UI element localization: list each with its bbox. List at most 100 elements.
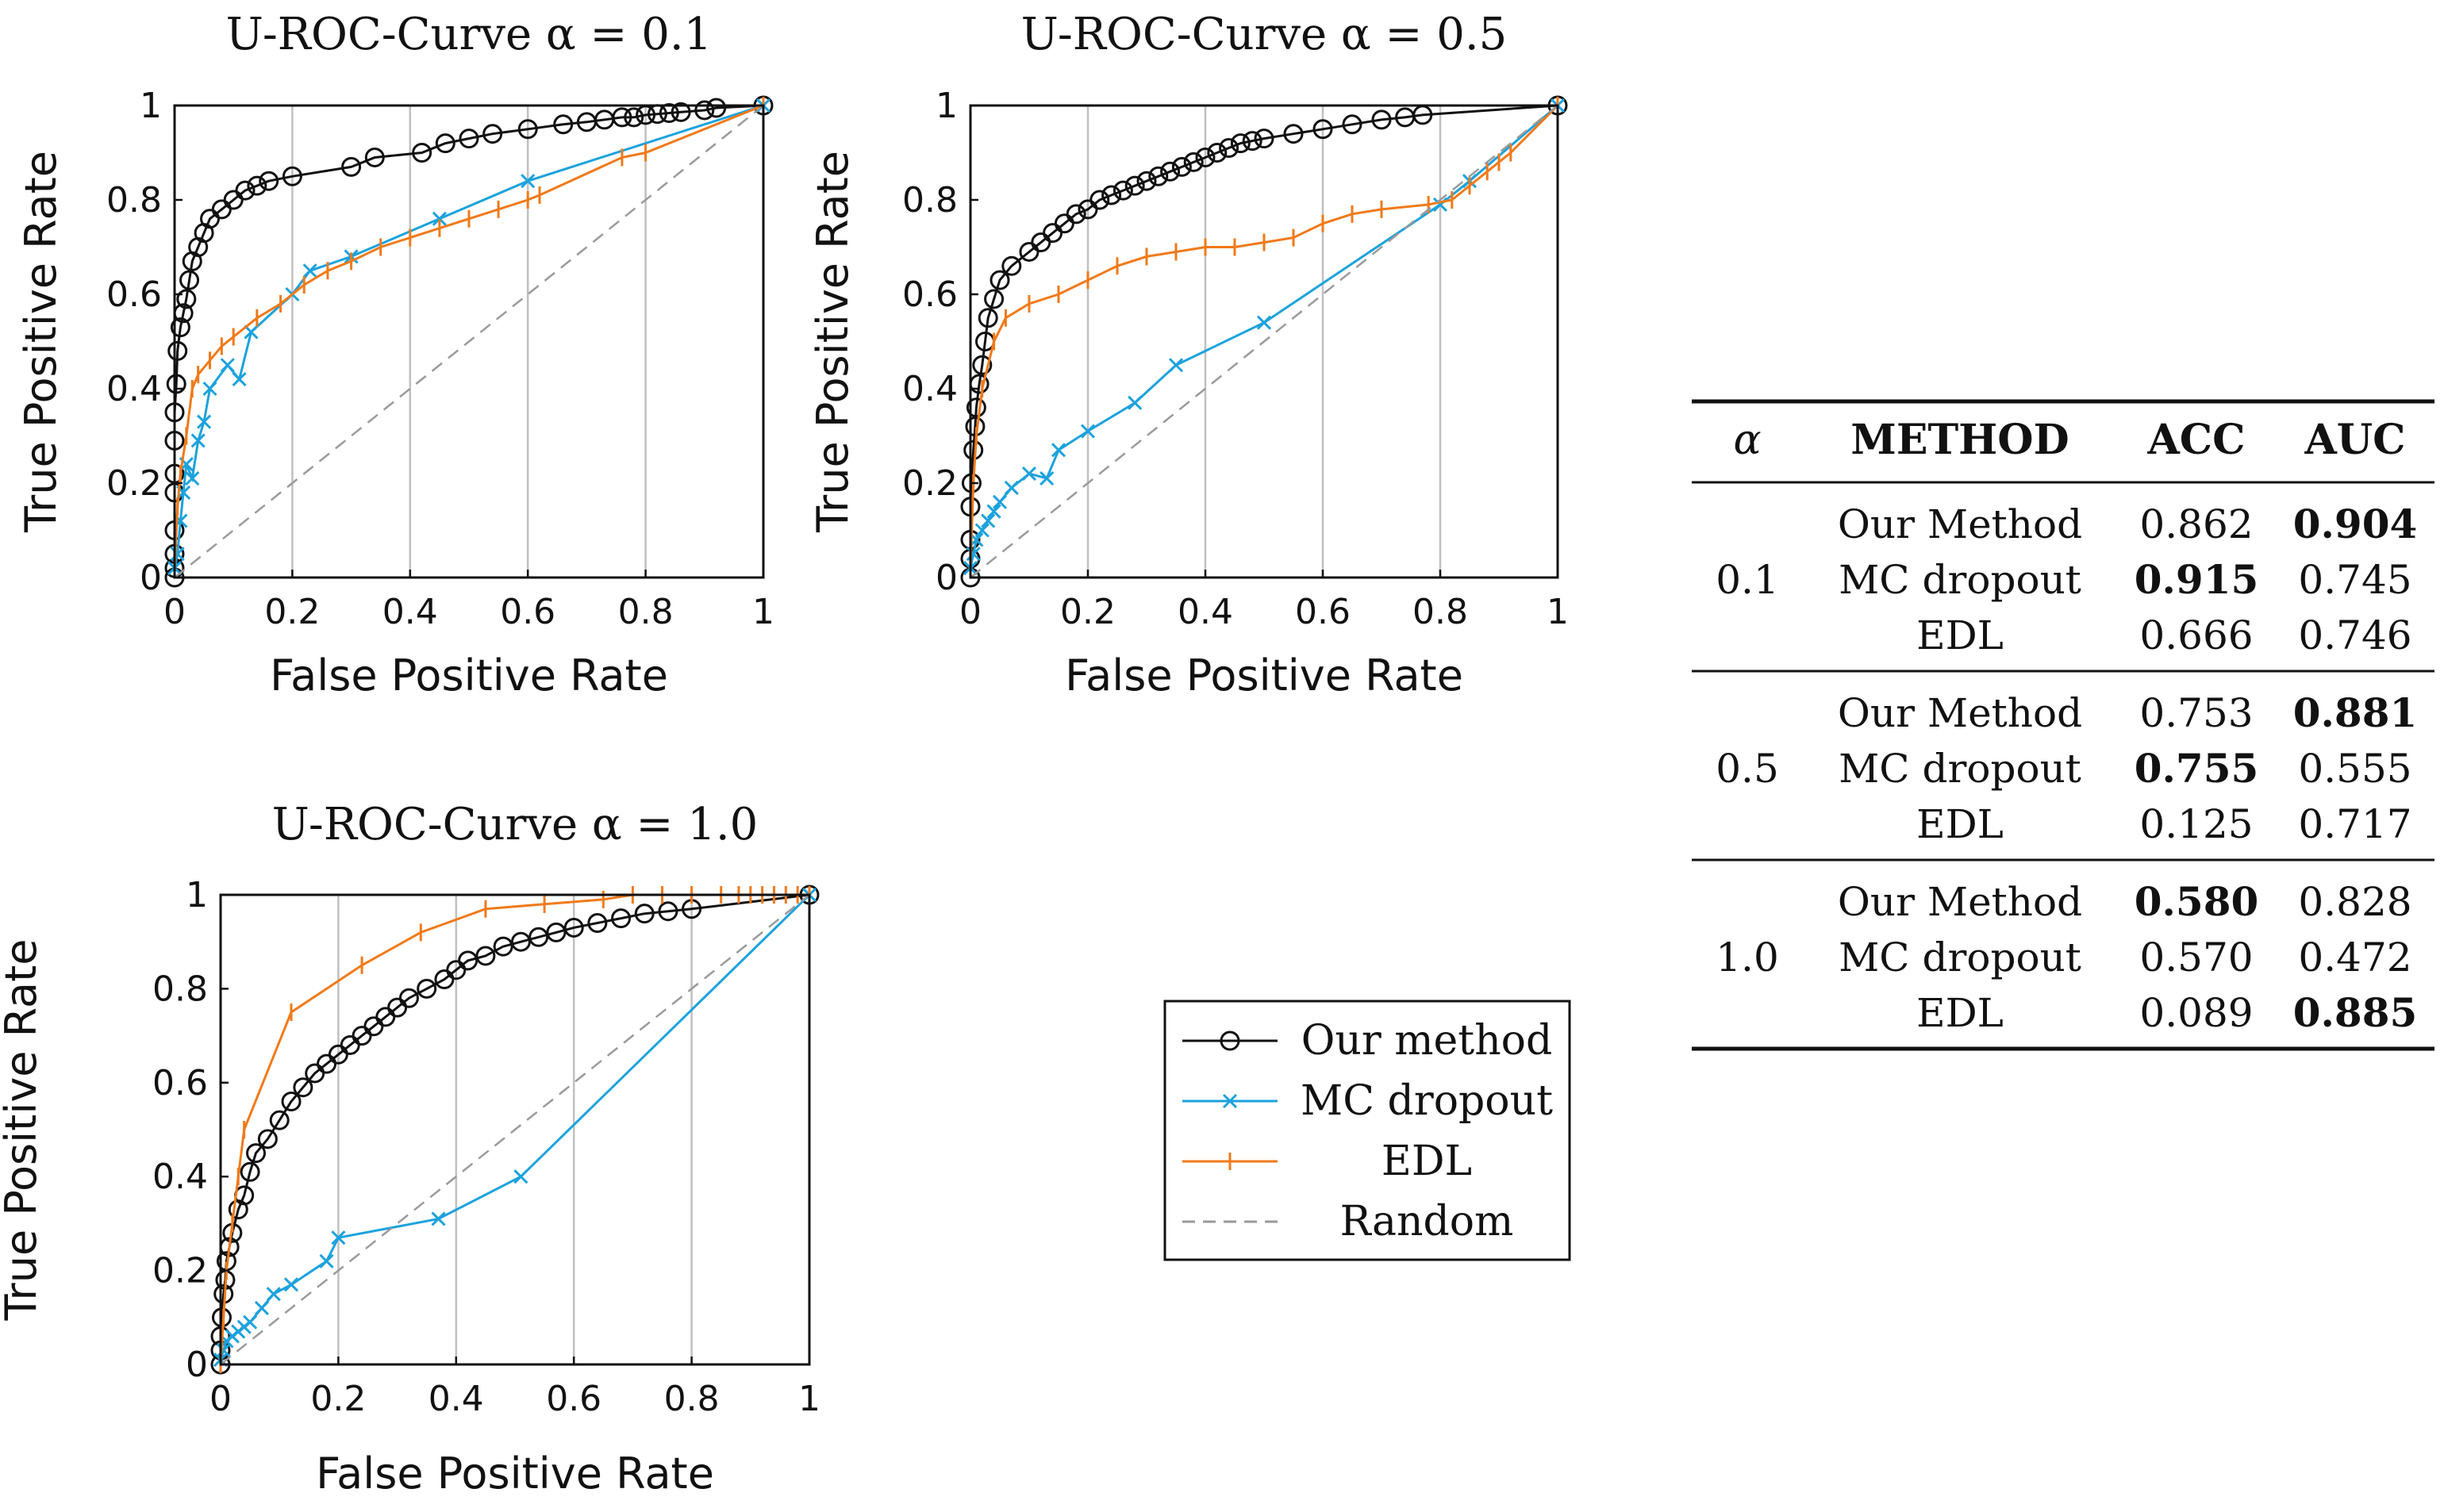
marker-our-method	[223, 190, 244, 210]
marker-mc-dropout	[513, 1169, 528, 1184]
x-tick-label: 0	[163, 592, 186, 632]
marker-our-method	[259, 171, 279, 191]
marker-our-method	[634, 904, 655, 924]
marker-mc-dropout	[992, 494, 1008, 509]
table-header-method: METHOD	[1850, 416, 2069, 464]
roc-chart-alpha-0.5: 0 0.2 0.4 0.6 0.8 1 0 0.2 0.4 0.6 0.8 1 U-ROC-Curve …	[808, 9, 1569, 700]
marker-our-method	[1195, 147, 1216, 167]
marker-our-method	[517, 119, 538, 140]
series-line-mc-dropout	[969, 104, 1558, 569]
marker-our-method	[510, 931, 531, 952]
marker-mc-dropout	[202, 381, 217, 397]
table-auc-cell: 0.717	[2298, 801, 2411, 847]
y-tick-label: 0.2	[152, 1251, 208, 1291]
marker-our-method	[1371, 109, 1392, 130]
marker-our-method	[364, 147, 385, 167]
x-tick-label: 0.8	[664, 1379, 720, 1419]
marker-our-method	[235, 180, 256, 201]
marker-mc-dropout	[302, 263, 317, 278]
legend-label-random: Random	[1340, 1198, 1514, 1245]
marker-our-method	[611, 908, 632, 929]
marker-our-method	[398, 988, 419, 1008]
series-line-mc-dropout	[173, 104, 764, 569]
table-auc-cell: 0.555	[2298, 746, 2411, 792]
y-tick-label: 0.2	[106, 463, 162, 504]
marker-our-method	[293, 1077, 313, 1098]
marker-mc-dropout	[220, 358, 235, 373]
marker-our-method	[963, 439, 984, 460]
table-auc-cell: 0.885	[2293, 989, 2418, 1036]
marker-our-method	[1254, 129, 1274, 149]
y-tick-label: 0.8	[152, 969, 208, 1009]
y-tick-label: 0.2	[902, 463, 958, 504]
table-method-cell: EDL	[1916, 801, 2004, 847]
table-method-cell: MC dropout	[1839, 934, 2081, 980]
y-axis-label: True Positive Rate	[16, 151, 66, 533]
marker-mc-dropout	[1051, 443, 1066, 458]
marker-our-method	[246, 1143, 267, 1164]
x-tick-label: 0.8	[618, 592, 674, 632]
x-tick-label: 0.2	[310, 1379, 366, 1419]
marker-mc-dropout	[1128, 395, 1143, 410]
y-tick-label: 1	[186, 875, 208, 915]
legend-label-mc_dropout: MC dropout	[1301, 1077, 1553, 1125]
marker-our-method	[563, 917, 584, 938]
marker-our-method	[240, 1161, 260, 1182]
marker-our-method	[458, 950, 478, 971]
marker-our-method	[1219, 138, 1239, 159]
marker-our-method	[482, 124, 503, 144]
y-tick-label: 0.4	[152, 1157, 208, 1197]
marker-mc-dropout	[197, 414, 212, 429]
table-method-cell: Our Method	[1838, 501, 2082, 547]
marker-our-method	[269, 1110, 290, 1130]
y-tick-label: 0.4	[106, 369, 162, 409]
marker-mc-dropout	[966, 547, 981, 562]
axes-frame	[969, 104, 1559, 579]
marker-mc-dropout	[986, 504, 1001, 519]
y-tick-label: 0	[936, 558, 958, 598]
marker-our-method	[1183, 152, 1204, 172]
legend-marker-mc_dropout	[1222, 1093, 1238, 1109]
chart-title: U-ROC-Curve α = 0.1	[226, 9, 713, 60]
table-header-alpha: α	[1733, 416, 1761, 464]
x-tick-label: 0.6	[500, 592, 555, 632]
marker-our-method	[341, 156, 362, 177]
marker-mc-dropout	[190, 433, 206, 448]
marker-our-method	[1171, 156, 1192, 177]
table-acc-cell: 0.915	[2135, 556, 2259, 603]
series-line-random	[970, 105, 1558, 578]
x-tick-label: 0.2	[264, 592, 320, 632]
y-tick-label: 0.4	[902, 369, 958, 409]
table-auc-cell: 0.746	[2298, 612, 2411, 658]
y-axis-label: True Positive Rate	[0, 938, 46, 1321]
series-line-edl	[969, 104, 1559, 569]
legend-marker-our_method	[1220, 1030, 1240, 1051]
x-tick-label: 0	[209, 1379, 232, 1419]
marker-mc-dropout	[1080, 424, 1096, 439]
series-line-random	[174, 105, 764, 578]
table-method-cell: EDL	[1916, 990, 2004, 1036]
table-acc-cell: 0.570	[2139, 934, 2253, 980]
marker-our-method	[435, 133, 455, 154]
marker-mc-dropout	[266, 1287, 281, 1302]
marker-our-method	[170, 317, 190, 338]
marker-our-method	[624, 107, 644, 128]
marker-mc-dropout	[216, 1343, 231, 1358]
table-acc-cell: 0.753	[2139, 690, 2253, 736]
marker-our-method	[1124, 175, 1145, 196]
marker-mc-dropout	[1168, 358, 1184, 373]
x-tick-label: 1	[752, 592, 774, 632]
marker-our-method	[706, 98, 727, 118]
marker-our-method	[984, 289, 1005, 309]
x-tick-label: 1	[798, 1379, 820, 1419]
marker-our-method	[972, 355, 993, 375]
table-alpha-cell: 0.5	[1716, 746, 1779, 792]
marker-mc-dropout	[974, 523, 990, 538]
marker-our-method	[200, 209, 221, 229]
table-alpha-cell: 1.0	[1716, 934, 1779, 980]
y-tick-label: 0	[186, 1345, 208, 1385]
marker-our-method	[257, 1129, 278, 1149]
marker-our-method	[1230, 133, 1251, 154]
marker-our-method	[1066, 204, 1086, 224]
results-table: α METHOD ACC AUC 0.1 Our Method 0.862 0.904 MC d…	[1692, 399, 2434, 1051]
